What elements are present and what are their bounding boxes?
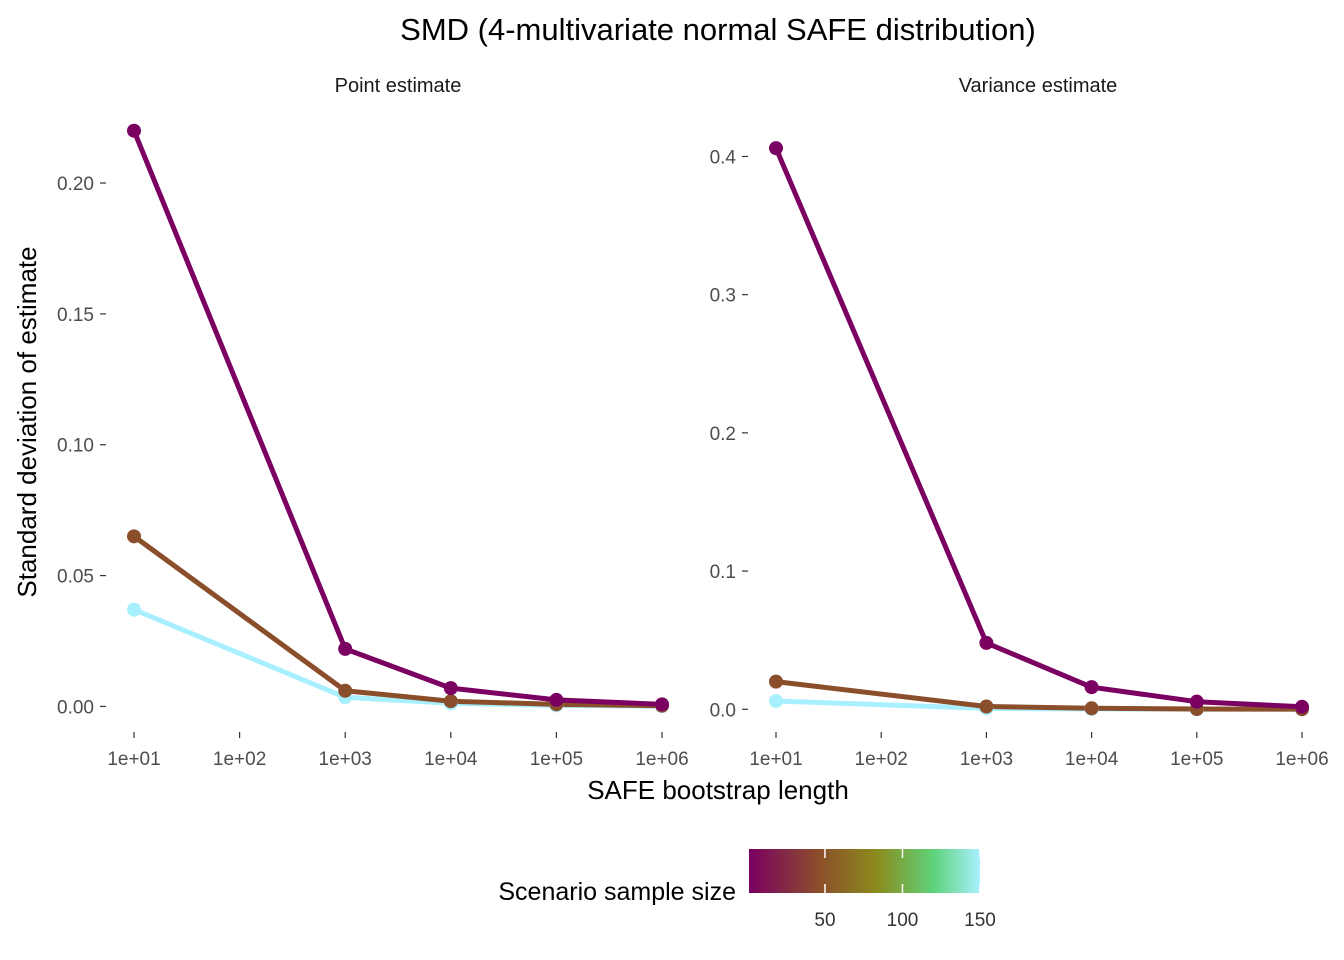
data-point-n10	[443, 681, 458, 696]
y-tick-label: 0.15	[57, 305, 94, 326]
y-tick-label: 0.05	[57, 567, 94, 588]
panel-variance-estimate: Variance estimate 0.0 0.1 0.2 0.3 0.4 1e+01 1e…	[710, 75, 1329, 770]
x-tick-label: 1e+06	[1275, 749, 1328, 770]
y-tick-label: 0.10	[57, 436, 94, 457]
x-axis-title: SAFE bootstrap length	[587, 775, 849, 805]
y-tick-label: 0.4	[710, 147, 737, 168]
data-point-n10	[1295, 699, 1309, 714]
data-point-n60	[769, 674, 783, 689]
x-tick-label: 1e+04	[1065, 749, 1119, 770]
x-tick-label: 1e+02	[213, 749, 266, 770]
data-point-n60	[127, 529, 141, 544]
data-point-n60	[338, 683, 353, 698]
y-tick-label: 0.3	[710, 286, 736, 307]
data-point-n60	[979, 699, 994, 714]
data-point-n10	[127, 123, 141, 138]
y-tick-label: 0.2	[710, 424, 736, 445]
data-point-n60	[443, 694, 458, 709]
data-point-n10	[338, 641, 353, 656]
series-line-n10	[131, 128, 665, 707]
data-point-n10	[1189, 694, 1204, 709]
y-tick-label: 0.0	[710, 700, 736, 721]
x-tick-label: 1e+06	[635, 749, 688, 770]
x-tick-label: 1e+01	[749, 749, 802, 770]
data-point-n10	[655, 697, 669, 712]
chart-title: SMD (4-multivariate normal SAFE distribu…	[400, 12, 1036, 47]
x-tick-label: 1e+03	[960, 749, 1013, 770]
legend-tick-label: 100	[887, 910, 919, 931]
color-legend: Scenario sample size 50 100 150	[498, 849, 996, 931]
legend-tick-label: 150	[964, 910, 996, 931]
y-tick-label: 0.00	[57, 697, 94, 718]
data-point-n150	[127, 602, 141, 617]
series-line-n10	[773, 145, 1305, 710]
x-tick-label: 1e+01	[107, 749, 160, 770]
legend-colorbar	[749, 849, 980, 893]
facet-label-point-estimate: Point estimate	[335, 75, 462, 97]
x-tick-label: 1e+05	[530, 749, 583, 770]
y-axis-title: Standard deviation of estimate	[12, 246, 42, 597]
x-tick-label: 1e+02	[855, 749, 908, 770]
x-tick-label: 1e+03	[319, 749, 372, 770]
data-point-n10	[769, 141, 783, 156]
series-line-n60	[131, 533, 665, 709]
data-point-n10	[1084, 680, 1099, 695]
legend-title: Scenario sample size	[498, 878, 736, 906]
data-point-n150	[769, 693, 783, 708]
data-point-n60	[1084, 701, 1099, 716]
y-tick-label: 0.1	[710, 562, 736, 583]
data-point-n10	[979, 635, 994, 650]
panel-point-estimate: Point estimate 0.00 0.05 0.10 0.15 0.20 1e+01…	[57, 75, 689, 770]
x-tick-label: 1e+05	[1170, 749, 1223, 770]
x-tick-label: 1e+04	[424, 749, 478, 770]
data-point-n10	[549, 692, 564, 707]
y-tick-label: 0.20	[57, 174, 94, 195]
legend-tick-label: 50	[814, 910, 835, 931]
facet-label-variance-estimate: Variance estimate	[959, 75, 1118, 97]
series-line-n150	[131, 607, 665, 709]
